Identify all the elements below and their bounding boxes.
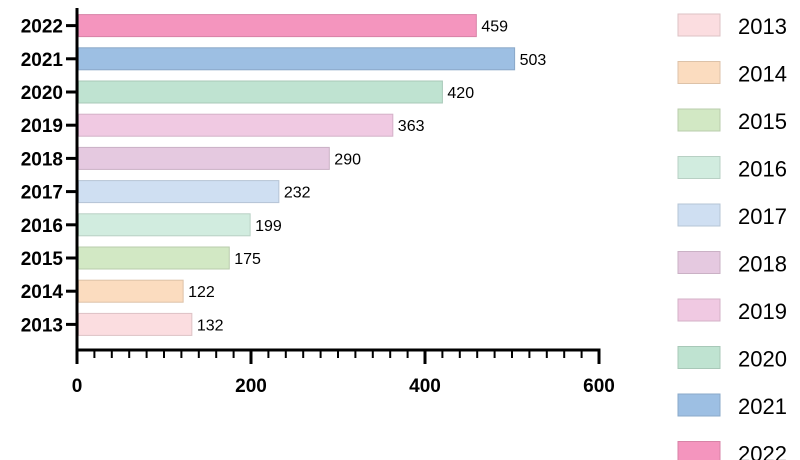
data-label-2016: 199 [255,218,282,235]
y-tick-label-2013: 2013 [21,315,63,336]
legend-swatch-2016 [677,156,721,179]
bar-2021 [78,47,516,71]
legend-swatch-2021 [677,393,721,417]
bar-2014 [78,279,184,303]
data-label-2015: 175 [234,251,261,268]
bar-2019 [78,113,394,137]
legend-swatch-2022 [677,441,721,460]
y-tick-label-2020: 2020 [21,83,63,104]
y-tick-label-2015: 2015 [21,249,64,270]
legend-swatch-2018 [677,251,721,274]
y-tick-label-2022: 2022 [21,17,63,38]
legend-label-2021: 2021 [738,394,787,419]
data-label-2014: 122 [188,284,215,301]
bars-group [78,14,516,336]
bar-2022 [78,14,477,38]
x-tick-label-600: 600 [583,376,615,397]
legend-swatch-2013 [677,13,721,37]
legend-swatch-2015 [677,108,721,132]
legend-swatch-2017 [677,203,721,227]
x-tick-label-400: 400 [409,376,441,397]
legend-label-2014: 2014 [738,62,787,87]
data-label-2018: 290 [334,151,361,168]
y-axis-ticks: 2013 2014 2015 2016 2017 2018 2019 2020 2021 2022 [21,17,77,336]
bar-2015 [78,246,230,270]
legend-label-2019: 2019 [738,299,787,324]
legend-swatch-2014 [677,61,721,84]
data-label-2017: 232 [284,185,311,202]
y-tick-label-2019: 2019 [21,116,63,137]
data-label-2013: 132 [197,317,224,334]
bar-2018 [78,146,330,170]
x-tick-label-0: 0 [72,376,83,397]
data-label-2020: 420 [447,85,474,102]
legend: 2013 2014 2015 2016 2017 2018 2019 2020 2021 2022 [677,13,787,460]
bar-2020 [78,80,443,104]
bar-2016 [78,213,251,237]
y-tick-label-2017: 2017 [21,183,63,204]
x-axis: 0 200 400 600 [72,348,615,397]
data-label-2022: 459 [481,19,508,36]
x-tick-label-200: 200 [235,376,267,397]
y-tick-label-2016: 2016 [21,216,63,237]
legend-label-2015: 2015 [738,109,787,134]
legend-label-2018: 2018 [738,252,787,277]
bar-2013 [78,312,193,336]
legend-label-2013: 2013 [738,14,787,39]
y-tick-label-2021: 2021 [21,50,64,71]
legend-swatch-2019 [677,298,721,322]
bar-2017 [78,180,280,204]
legend-label-2017: 2017 [738,204,787,229]
legend-label-2020: 2020 [738,347,787,372]
y-tick-label-2014: 2014 [21,282,64,303]
legend-label-2016: 2016 [738,157,787,182]
data-label-2019: 363 [398,118,425,135]
y-tick-label-2018: 2018 [21,149,63,170]
legend-swatch-2020 [677,346,721,369]
data-label-2021: 503 [520,52,547,69]
legend-label-2022: 2022 [738,442,787,460]
